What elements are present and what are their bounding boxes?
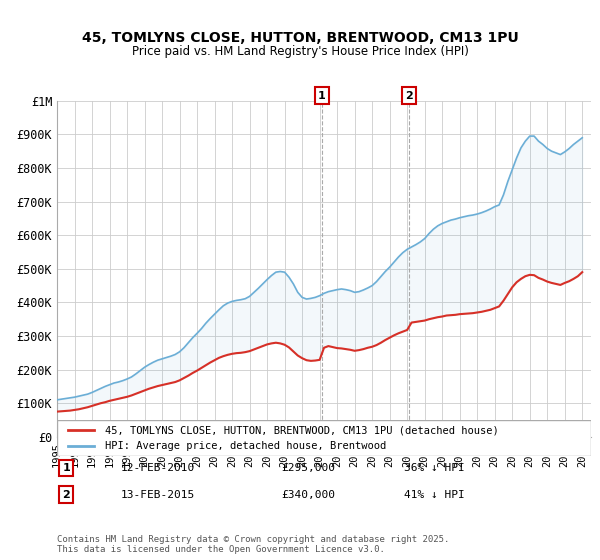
FancyBboxPatch shape xyxy=(57,420,591,456)
Text: 36% ↓ HPI: 36% ↓ HPI xyxy=(404,463,465,473)
Text: Contains HM Land Registry data © Crown copyright and database right 2025.
This d: Contains HM Land Registry data © Crown c… xyxy=(57,535,449,554)
Text: £340,000: £340,000 xyxy=(281,489,335,500)
Text: 1: 1 xyxy=(318,91,326,101)
Text: 13-FEB-2015: 13-FEB-2015 xyxy=(121,489,196,500)
Text: 45, TOMLYNS CLOSE, HUTTON, BRENTWOOD, CM13 1PU (detached house): 45, TOMLYNS CLOSE, HUTTON, BRENTWOOD, CM… xyxy=(105,425,499,435)
Text: HPI: Average price, detached house, Brentwood: HPI: Average price, detached house, Bren… xyxy=(105,441,386,451)
Text: 2: 2 xyxy=(406,91,413,101)
Text: 1: 1 xyxy=(62,463,70,473)
Text: 41% ↓ HPI: 41% ↓ HPI xyxy=(404,489,465,500)
Text: 45, TOMLYNS CLOSE, HUTTON, BRENTWOOD, CM13 1PU: 45, TOMLYNS CLOSE, HUTTON, BRENTWOOD, CM… xyxy=(82,31,518,45)
Text: 12-FEB-2010: 12-FEB-2010 xyxy=(121,463,196,473)
Text: £295,000: £295,000 xyxy=(281,463,335,473)
Text: 2: 2 xyxy=(62,489,70,500)
Text: Price paid vs. HM Land Registry's House Price Index (HPI): Price paid vs. HM Land Registry's House … xyxy=(131,45,469,58)
